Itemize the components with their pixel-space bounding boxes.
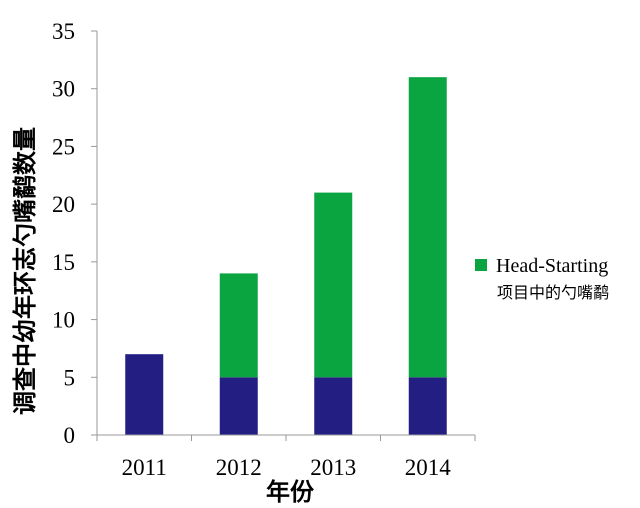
x-axis-title: 年份: [266, 478, 315, 506]
legend-swatch-head-starting: [475, 259, 487, 271]
y-tick-label: 10: [52, 308, 75, 333]
bar-2011-series-0: [125, 354, 164, 435]
x-tick-label-2012: 2012: [216, 455, 262, 480]
y-tick-label: 35: [52, 19, 75, 44]
y-tick-label: 25: [52, 134, 75, 159]
y-axis-title: 调查中幼年环志勺嘴鹬数量: [11, 127, 39, 415]
bar-2012-series-0: [219, 377, 258, 435]
bar-2012-series-1: [219, 273, 258, 378]
legend-label-head-starting: Head-Starting: [496, 255, 608, 277]
y-tick-label: 15: [52, 250, 75, 275]
y-tick-labels: 0 5 10 15 20 25 30 35: [52, 19, 97, 448]
bar-2013-series-0: [314, 377, 353, 435]
bar-2014-series-0: [408, 377, 447, 435]
x-tick-label-2011: 2011: [122, 455, 167, 480]
bar-2013-series-1: [314, 192, 353, 378]
y-tick-label: 5: [64, 365, 76, 390]
y-tick-label: 20: [52, 192, 75, 217]
x-tick-label-2013: 2013: [310, 455, 356, 480]
bar-2014-series-1: [408, 77, 447, 378]
legend: Head-Starting 项目中的勺嘴鹬: [475, 255, 609, 302]
legend-sublabel-head-starting: 项目中的勺嘴鹬: [497, 283, 609, 302]
y-tick-label: 30: [52, 77, 75, 102]
y-tick-label: 0: [64, 423, 76, 448]
x-tick-label-2014: 2014: [405, 455, 452, 480]
bars-layer: [125, 77, 447, 435]
x-tick-labels: 2011 2012 2013 2014: [96, 435, 476, 480]
